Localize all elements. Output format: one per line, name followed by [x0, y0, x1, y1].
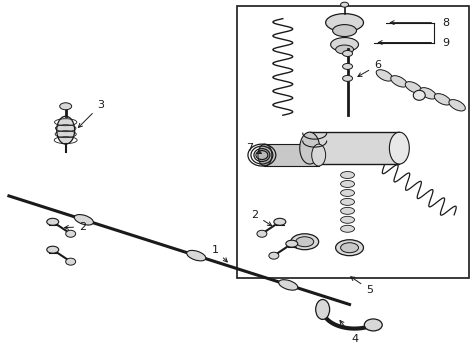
- Ellipse shape: [391, 76, 407, 87]
- Ellipse shape: [343, 63, 353, 69]
- Ellipse shape: [279, 280, 298, 290]
- Ellipse shape: [336, 45, 354, 54]
- Polygon shape: [264, 144, 319, 166]
- Text: 6: 6: [358, 61, 381, 77]
- Ellipse shape: [66, 230, 76, 237]
- Ellipse shape: [47, 218, 59, 225]
- Ellipse shape: [341, 2, 348, 7]
- Ellipse shape: [434, 94, 451, 105]
- Text: 5: 5: [351, 277, 373, 294]
- Ellipse shape: [389, 132, 410, 164]
- Polygon shape: [310, 132, 400, 164]
- Ellipse shape: [74, 215, 93, 225]
- Ellipse shape: [300, 132, 319, 164]
- Ellipse shape: [257, 230, 267, 237]
- Ellipse shape: [47, 246, 59, 253]
- Ellipse shape: [187, 251, 206, 261]
- Text: 2: 2: [64, 222, 86, 232]
- Ellipse shape: [341, 198, 355, 205]
- Ellipse shape: [413, 90, 425, 100]
- Ellipse shape: [341, 172, 355, 179]
- Ellipse shape: [420, 88, 436, 99]
- Ellipse shape: [343, 50, 353, 56]
- Ellipse shape: [312, 144, 326, 166]
- Ellipse shape: [341, 243, 358, 253]
- Ellipse shape: [449, 100, 465, 111]
- Text: 7: 7: [246, 143, 261, 153]
- Ellipse shape: [291, 234, 319, 250]
- Ellipse shape: [343, 76, 353, 81]
- Text: 1: 1: [211, 245, 228, 262]
- Text: 9: 9: [442, 38, 449, 48]
- Ellipse shape: [296, 237, 314, 247]
- Ellipse shape: [341, 189, 355, 196]
- Ellipse shape: [66, 258, 76, 265]
- Ellipse shape: [341, 225, 355, 232]
- Bar: [237, 6, 469, 278]
- Ellipse shape: [333, 25, 356, 37]
- Ellipse shape: [376, 70, 392, 81]
- Text: 8: 8: [442, 18, 449, 27]
- Text: 4: 4: [340, 321, 358, 344]
- Ellipse shape: [365, 319, 382, 331]
- Ellipse shape: [341, 181, 355, 188]
- Ellipse shape: [341, 216, 355, 223]
- Ellipse shape: [326, 14, 364, 32]
- Ellipse shape: [341, 207, 355, 214]
- Ellipse shape: [57, 116, 74, 144]
- Ellipse shape: [331, 38, 358, 52]
- Ellipse shape: [286, 240, 298, 247]
- Ellipse shape: [60, 103, 72, 110]
- Ellipse shape: [274, 218, 286, 225]
- Text: 2: 2: [251, 210, 272, 226]
- Text: 3: 3: [78, 100, 104, 127]
- Ellipse shape: [258, 144, 272, 166]
- Ellipse shape: [316, 300, 329, 319]
- Ellipse shape: [336, 240, 364, 256]
- Ellipse shape: [269, 252, 279, 259]
- Ellipse shape: [405, 82, 422, 93]
